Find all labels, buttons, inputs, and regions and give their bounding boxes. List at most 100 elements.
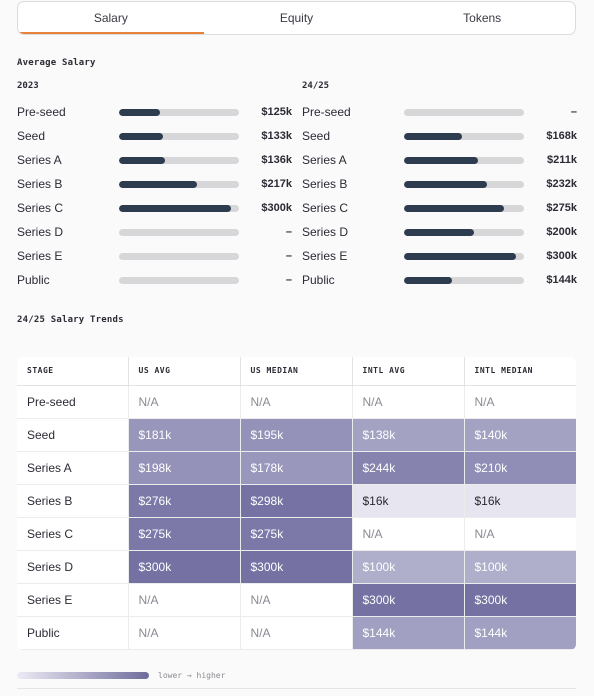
salary-row: Series D –	[17, 220, 292, 244]
salary-cell: $300k	[240, 550, 353, 584]
stage-label: Seed	[302, 129, 331, 143]
salary-cell: $275k	[240, 517, 353, 551]
table-row: Series B $276k $298k $16k $16k	[17, 484, 576, 518]
salary-cell: N/A	[128, 583, 241, 617]
salary-cell: N/A	[128, 385, 241, 419]
salary-value: $232k	[546, 178, 577, 190]
stage-cell: Pre-seed	[17, 385, 129, 419]
salary-value: $300k	[261, 202, 292, 214]
salary-cell: $181k	[128, 418, 241, 452]
salary-cell: N/A	[240, 583, 353, 617]
salary-cell: N/A	[464, 517, 576, 551]
salary-bar	[404, 108, 524, 116]
salary-cell: $100k	[464, 550, 576, 584]
stage-label: Series E	[302, 249, 348, 263]
salary-bar-fill	[404, 156, 479, 164]
salary-row: Series D $200k	[302, 220, 577, 244]
salary-cell: $138k	[352, 418, 465, 452]
salary-column-2425: 24/25 Pre-seed – Seed $168k Series A $211k Ser…	[302, 80, 577, 292]
tab-salary[interactable]: Salary	[18, 2, 204, 34]
salary-cell: $16k	[464, 484, 576, 518]
salary-cell: $16k	[352, 484, 465, 518]
salary-cell: $195k	[240, 418, 353, 452]
salary-bar-fill	[404, 180, 487, 188]
salary-bar-fill	[404, 204, 504, 212]
salary-bar-fill	[119, 204, 231, 212]
salary-cell: $300k	[352, 583, 465, 617]
salary-bar	[119, 252, 239, 260]
salary-cell: $210k	[464, 451, 576, 485]
stage-label: Series B	[302, 177, 348, 191]
tab-tokens[interactable]: Tokens	[463, 11, 502, 25]
column-year: 24/25	[302, 81, 330, 91]
salary-value: $136k	[261, 154, 292, 166]
salary-cell: $298k	[240, 484, 353, 518]
salary-bar	[404, 156, 524, 164]
salary-bar-fill	[119, 156, 165, 164]
salary-bar-fill	[119, 180, 197, 188]
salary-value: –	[285, 274, 292, 286]
stage-label: Series C	[302, 201, 349, 215]
stage-cell: Series D	[17, 550, 129, 584]
salary-cell: $244k	[352, 451, 465, 485]
stage-label: Public	[302, 273, 335, 287]
table-row: Seed $181k $195k $138k $140k	[17, 418, 576, 452]
salary-value: $275k	[546, 202, 577, 214]
salary-row: Series E –	[17, 244, 292, 268]
stage-cell: Series C	[17, 517, 129, 551]
stage-label: Series B	[17, 177, 63, 191]
salary-value: $300k	[546, 250, 577, 262]
legend-label: lower → higher	[158, 671, 226, 680]
salary-cell: N/A	[352, 385, 465, 419]
salary-bar-fill	[404, 132, 462, 140]
salary-value: $168k	[546, 130, 577, 142]
salary-row: Public –	[17, 268, 292, 292]
salary-cell: N/A	[464, 385, 576, 419]
salary-value: $133k	[261, 130, 292, 142]
stage-label: Public	[17, 273, 50, 287]
salary-cell: $198k	[128, 451, 241, 485]
tab-bar: Salary Equity Tokens	[17, 1, 576, 35]
table-row: Series A $198k $178k $244k $210k	[17, 451, 576, 485]
salary-cell: $300k	[128, 550, 241, 584]
average-salary-title: Average Salary	[17, 58, 96, 68]
salary-value: $125k	[261, 106, 292, 118]
salary-row: Seed $133k	[17, 124, 292, 148]
salary-cell: $275k	[128, 517, 241, 551]
column-header: INTL MEDIAN	[464, 357, 576, 386]
salary-bar	[404, 132, 524, 140]
salary-bar	[404, 252, 524, 260]
salary-bar	[119, 276, 239, 284]
tab-equity[interactable]: Equity	[279, 11, 314, 25]
salary-bar	[119, 180, 239, 188]
salary-bar-fill	[119, 132, 164, 140]
salary-bar	[119, 108, 239, 116]
column-header: US AVG	[128, 357, 241, 386]
stage-label: Series C	[17, 201, 64, 215]
salary-column-2023: 2023 Pre-seed $125k Seed $133k Series A $136k…	[17, 80, 292, 292]
salary-value: $200k	[546, 226, 577, 238]
column-header: INTL AVG	[352, 357, 465, 386]
salary-trends-table: STAGE US AVG US MEDIAN INTL AVG INTL MEDIAN …	[17, 357, 576, 650]
salary-cell: $144k	[352, 616, 465, 650]
salary-bar	[119, 204, 239, 212]
salary-row: Series A $211k	[302, 148, 577, 172]
salary-row: Series B $232k	[302, 172, 577, 196]
salary-row: Seed $168k	[302, 124, 577, 148]
stage-label: Series E	[17, 249, 63, 263]
color-legend: lower → higher	[17, 671, 225, 680]
salary-row: Series C $300k	[17, 196, 292, 220]
stage-label: Pre-seed	[302, 105, 351, 119]
table-row: Public N/A N/A $144k $144k	[17, 616, 576, 650]
table-row: Series E N/A N/A $300k $300k	[17, 583, 576, 617]
salary-cell: $178k	[240, 451, 353, 485]
salary-bar-fill	[119, 108, 160, 116]
salary-row: Public $144k	[302, 268, 577, 292]
stage-label: Series D	[17, 225, 64, 239]
salary-bar	[404, 180, 524, 188]
salary-bar	[119, 132, 239, 140]
stage-cell: Series B	[17, 484, 129, 518]
salary-cell: $276k	[128, 484, 241, 518]
salary-cell: N/A	[240, 616, 353, 650]
table-row: Pre-seed N/A N/A N/A N/A	[17, 385, 576, 419]
